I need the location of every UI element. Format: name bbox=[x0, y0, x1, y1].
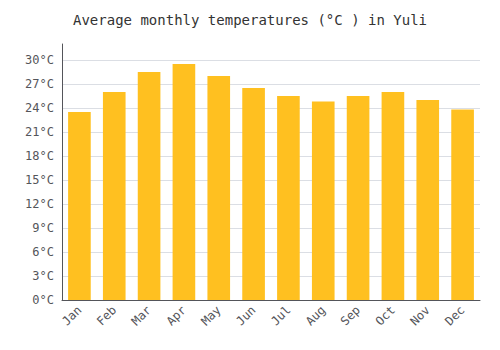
svg-text:Average monthly temperatures (: Average monthly temperatures (°C ) in Yu… bbox=[73, 12, 427, 28]
svg-text:27°C: 27°C bbox=[25, 77, 54, 91]
svg-text:15°C: 15°C bbox=[25, 173, 54, 187]
svg-text:Apr: Apr bbox=[164, 303, 189, 328]
svg-text:18°C: 18°C bbox=[25, 149, 54, 163]
svg-text:9°C: 9°C bbox=[32, 221, 54, 235]
svg-text:Jul: Jul bbox=[268, 303, 293, 328]
svg-text:21°C: 21°C bbox=[25, 125, 54, 139]
svg-text:6°C: 6°C bbox=[32, 245, 54, 259]
svg-text:Nov: Nov bbox=[407, 303, 432, 328]
svg-text:24°C: 24°C bbox=[25, 101, 54, 115]
svg-text:30°C: 30°C bbox=[25, 53, 54, 67]
svg-text:Sep: Sep bbox=[338, 303, 363, 328]
svg-text:3°C: 3°C bbox=[32, 269, 54, 283]
svg-text:May: May bbox=[198, 303, 223, 328]
svg-text:Oct: Oct bbox=[373, 303, 398, 328]
svg-text:Mar: Mar bbox=[129, 303, 154, 328]
svg-text:Jun: Jun bbox=[233, 303, 258, 328]
svg-text:Dec: Dec bbox=[442, 303, 467, 328]
svg-text:Feb: Feb bbox=[94, 303, 119, 328]
svg-text:0°C: 0°C bbox=[32, 293, 54, 307]
svg-text:Jan: Jan bbox=[59, 303, 84, 328]
svg-text:12°C: 12°C bbox=[25, 197, 54, 211]
svg-text:Aug: Aug bbox=[303, 303, 328, 328]
